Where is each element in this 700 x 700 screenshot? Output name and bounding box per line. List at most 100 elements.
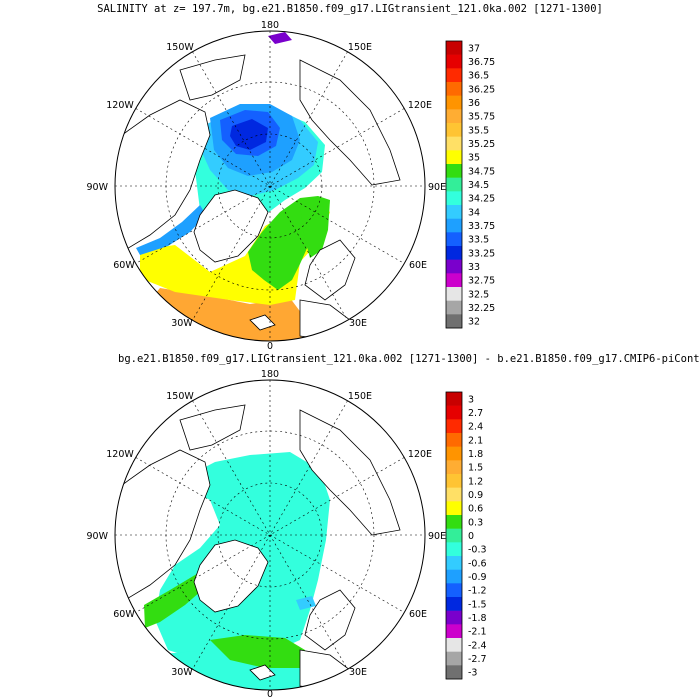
colorbar-tick-label: 35.5	[468, 125, 489, 136]
colorbar-frame	[445, 40, 463, 329]
colorbar-tick-label: 1.2	[468, 476, 483, 487]
colorbar-tick-label: 35	[468, 153, 480, 164]
iceland-outline	[249, 664, 276, 681]
colorbar-swatch	[446, 583, 462, 598]
lon-label-90w: 90W	[87, 182, 109, 193]
colorbar-tick-label: 1.8	[468, 449, 483, 460]
colorbar-tick-label: 2.1	[468, 435, 483, 446]
alaska-outline	[179, 54, 246, 101]
colorbar-tick-label: 0.9	[468, 490, 483, 501]
lon-label-150e: 150E	[348, 42, 372, 53]
colorbar-swatch	[446, 177, 462, 192]
colorbar-tick-label: 34.25	[468, 194, 495, 205]
colorbar-tick-label: 2.7	[468, 408, 483, 419]
colorbar-tick-label: 0	[468, 531, 474, 542]
colorbar-swatch	[446, 651, 462, 666]
colorbar-tick-label: 34.5	[468, 180, 489, 191]
colorbar-swatch	[446, 638, 462, 652]
colorbar-tick-label: 2.4	[468, 422, 483, 433]
colorbar-tick-label: -2.7	[468, 654, 487, 665]
colorbar: 37 36.75 36.5 36.25 36 35.75 35.5 35.25 35 34.75 3…	[445, 40, 495, 329]
alaska-outline	[179, 404, 246, 451]
lon-label-30w: 30W	[171, 318, 193, 329]
colorbar-swatch	[446, 419, 462, 434]
colorbar-tick-label: 37	[468, 43, 480, 54]
lon-label-150e: 150E	[348, 391, 372, 402]
panel-bottom: bg.e21.B1850.f09_g17.LIGtransient_121.0k…	[87, 353, 700, 700]
colorbar-tick-label: 34	[468, 207, 480, 218]
colorbar-swatch	[446, 246, 462, 260]
colorbar-swatch	[446, 123, 462, 137]
colorbar-frame	[445, 391, 463, 680]
colorbar-tick-label: -1.8	[468, 613, 487, 624]
colorbar-swatch	[446, 446, 462, 461]
greenland-outline	[193, 189, 269, 263]
lon-label-0: 0	[267, 689, 273, 700]
lon-label-30e: 30E	[349, 667, 367, 678]
anomaly-field-lightblue	[296, 596, 316, 610]
scandinavia-outline	[304, 239, 356, 301]
colorbar-swatch	[446, 556, 462, 570]
lon-label-90w: 90W	[87, 531, 109, 542]
colorbar: 3 2.7 2.4 2.1 1.8 1.5 1.2 0.9 0.6 0.3 0 -0.3 -0.6 -0.…	[445, 391, 487, 680]
colorbar-swatch	[446, 218, 462, 233]
colorbar-swatch	[446, 665, 462, 680]
panel-title: SALINITY at z= 197.7m, bg.e21.B1850.f09_…	[97, 3, 603, 15]
salinity-field-purple-top	[268, 32, 292, 44]
colorbar-swatch	[446, 624, 462, 639]
colorbar-tick-label: 1.5	[468, 463, 483, 474]
salinity-field-darkblue	[230, 119, 268, 150]
lon-label-120e: 120E	[408, 449, 432, 460]
colorbar-tick-label: 34.75	[468, 166, 495, 177]
colorbar-tick-label: -1.5	[468, 599, 487, 610]
colorbar-tick-label: 0.3	[468, 517, 483, 528]
colorbar-tick-label: -0.9	[468, 572, 487, 583]
colorbar-tick-label: 33	[468, 262, 480, 273]
colorbar-swatch	[446, 597, 462, 611]
colorbar-tick-label: 0.6	[468, 504, 483, 515]
colorbar-swatch	[446, 41, 462, 55]
polar-map	[115, 31, 425, 341]
lon-label-120w: 120W	[106, 100, 134, 111]
lon-label-150w: 150W	[166, 391, 194, 402]
lon-label-0: 0	[267, 341, 273, 352]
greenland-outline	[193, 539, 269, 613]
lon-label-30e: 30E	[349, 318, 367, 329]
colorbar-tick-label: 32.75	[468, 276, 495, 287]
scandinavia-outline	[304, 589, 356, 651]
anomaly-field-green-northatlantic	[210, 635, 305, 668]
polar-map	[115, 380, 425, 690]
lon-label-120w: 120W	[106, 449, 134, 460]
colorbar-swatch	[446, 259, 462, 274]
lon-label-90e: 90E	[428, 531, 446, 542]
colorbar-tick-label: 33.75	[468, 221, 495, 232]
colorbar-swatch	[446, 136, 462, 151]
colorbar-tick-label: -0.3	[468, 545, 487, 556]
colorbar-tick-label: -2.1	[468, 627, 487, 638]
salinity-field-labrador	[136, 205, 206, 255]
lon-label-90e: 90E	[428, 182, 446, 193]
colorbar-tick-label: 32	[468, 317, 480, 328]
colorbar-tick-label: 33.5	[468, 235, 489, 246]
map-boundary	[114, 379, 426, 691]
lon-label-60w: 60W	[113, 260, 135, 271]
lon-label-150w: 150W	[166, 42, 194, 53]
colorbar-swatch	[446, 528, 462, 543]
colorbar-swatch	[446, 164, 462, 178]
lon-label-60e: 60E	[409, 260, 427, 271]
colorbar-tick-label: 35.75	[468, 112, 495, 123]
colorbar-swatch	[446, 542, 462, 557]
colorbar-tick-label: -2.4	[468, 640, 487, 651]
lon-label-180: 180	[261, 369, 279, 380]
colorbar-tick-label: 35.25	[468, 139, 495, 150]
colorbar-tick-label: 32.5	[468, 289, 489, 300]
colorbar-swatch	[446, 68, 462, 83]
colorbar-swatch	[446, 474, 462, 488]
lon-label-60e: 60E	[409, 609, 427, 620]
lon-label-60w: 60W	[113, 609, 135, 620]
colorbar-swatch	[446, 54, 462, 69]
lon-label-120e: 120E	[408, 100, 432, 111]
colorbar-tick-label: 36.75	[468, 57, 495, 68]
colorbar-swatch	[446, 433, 462, 447]
graticule	[115, 31, 425, 341]
